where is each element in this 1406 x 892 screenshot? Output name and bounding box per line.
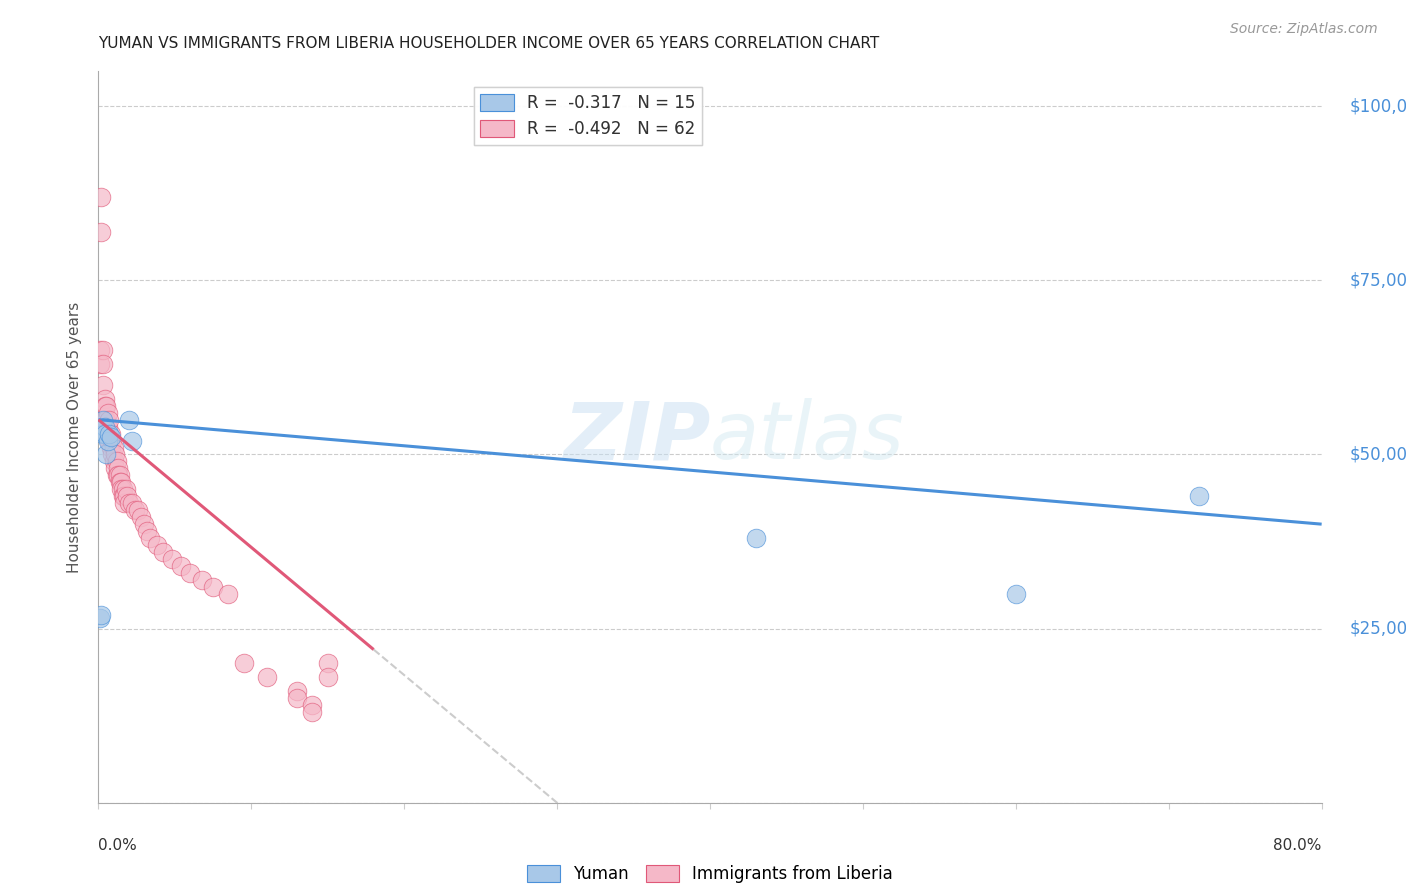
Point (179, 566, 201, 580)
Point (100, 430, 122, 444)
Point (285, 691, 308, 706)
Point (110, 483, 132, 497)
Point (98, 426, 121, 441)
Point (111, 489, 134, 503)
Point (97, 406, 120, 420)
Point (1188, 489, 1211, 503)
Point (112, 496, 135, 510)
Point (115, 483, 138, 497)
Point (118, 412, 141, 426)
Point (93, 399, 115, 413)
Point (124, 503, 146, 517)
Point (90, 190, 112, 204)
Point (90, 225, 112, 239)
Point (152, 545, 174, 559)
Point (89, 343, 111, 357)
Point (108, 468, 131, 483)
Point (127, 503, 149, 517)
Point (103, 454, 125, 468)
Point (91, 343, 114, 357)
Text: YUMAN VS IMMIGRANTS FROM LIBERIA HOUSEHOLDER INCOME OVER 65 YEARS CORRELATION CH: YUMAN VS IMMIGRANTS FROM LIBERIA HOUSEHO… (98, 36, 880, 51)
Point (97, 419, 120, 434)
Point (111, 483, 134, 497)
Point (139, 531, 162, 545)
Point (112, 489, 135, 503)
Point (105, 468, 128, 483)
Point (90, 607, 112, 622)
Point (301, 698, 323, 713)
Point (301, 705, 323, 719)
Point (93, 426, 115, 441)
Point (94, 399, 117, 413)
Text: atlas: atlas (710, 398, 905, 476)
Point (256, 670, 278, 684)
Point (145, 538, 167, 552)
Point (134, 517, 156, 532)
Point (160, 552, 183, 566)
Point (108, 475, 131, 490)
Point (232, 657, 254, 671)
Point (91, 357, 114, 371)
Point (107, 468, 129, 483)
Point (118, 496, 141, 510)
Point (316, 657, 339, 671)
Point (93, 392, 115, 406)
Point (170, 558, 193, 573)
Point (98, 434, 121, 448)
Point (121, 434, 143, 448)
Point (117, 489, 139, 503)
Text: 0.0%: 0.0% (98, 838, 138, 854)
Text: $25,000: $25,000 (1350, 620, 1406, 638)
Point (100, 441, 122, 455)
Point (104, 461, 127, 475)
Point (94, 412, 117, 426)
Point (94, 448, 117, 462)
Point (91, 412, 114, 426)
Point (105, 454, 128, 468)
Point (202, 580, 225, 594)
Text: ZIP: ZIP (562, 398, 710, 476)
Point (98, 412, 121, 426)
Text: $100,000: $100,000 (1350, 97, 1406, 115)
Point (745, 531, 768, 545)
Text: $50,000: $50,000 (1350, 445, 1406, 464)
Point (316, 670, 339, 684)
Point (285, 684, 308, 698)
Point (107, 461, 129, 475)
Text: $75,000: $75,000 (1350, 271, 1406, 289)
Text: 80.0%: 80.0% (1274, 838, 1322, 854)
Point (136, 524, 159, 538)
Point (91, 377, 114, 392)
Point (91, 426, 114, 441)
Y-axis label: Householder Income Over 65 years: Householder Income Over 65 years (67, 301, 83, 573)
Point (129, 510, 152, 524)
Point (191, 573, 214, 587)
Point (110, 475, 132, 490)
Point (101, 448, 124, 462)
Point (1004, 587, 1026, 601)
Point (89, 357, 111, 371)
Text: Source: ZipAtlas.com: Source: ZipAtlas.com (1230, 22, 1378, 37)
Point (89, 611, 111, 625)
Point (103, 441, 125, 455)
Point (101, 434, 124, 448)
Point (121, 496, 143, 510)
Point (100, 426, 122, 441)
Point (104, 448, 127, 462)
Point (97, 434, 120, 448)
Legend: R =  -0.317   N = 15, R =  -0.492   N = 62: R = -0.317 N = 15, R = -0.492 N = 62 (474, 87, 702, 145)
Point (93, 412, 115, 426)
Point (217, 587, 239, 601)
Point (93, 419, 115, 434)
